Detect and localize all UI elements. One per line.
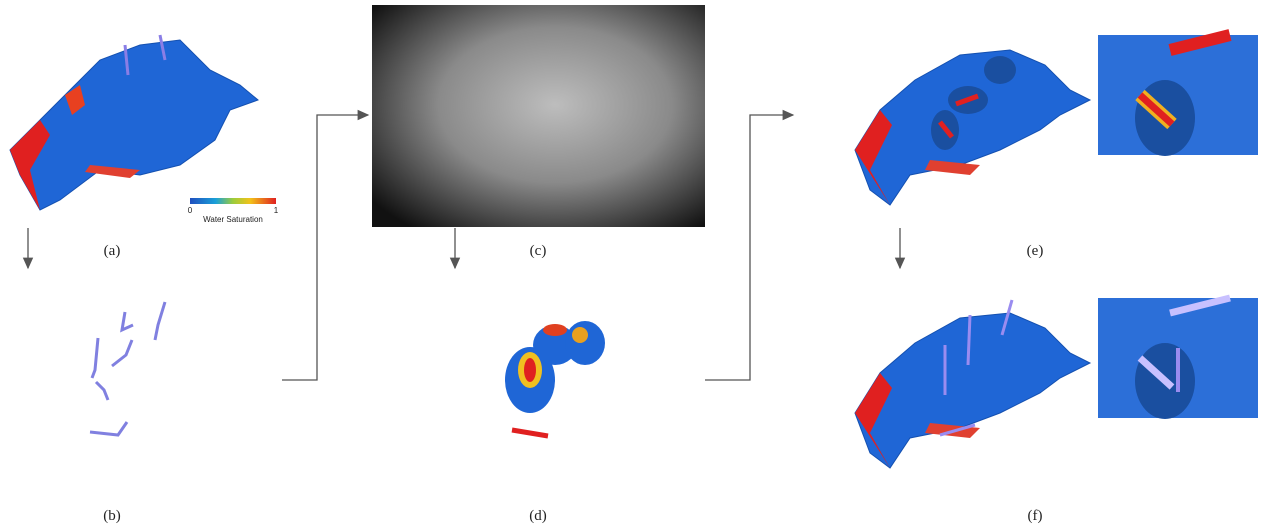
panel-label: (c)	[530, 243, 547, 259]
panel-label: (b)	[103, 508, 121, 524]
reservoir-model	[855, 50, 1090, 205]
arrow	[282, 115, 368, 380]
distance-map	[372, 5, 705, 227]
arrow	[705, 115, 793, 380]
figure: 0 1 Water Saturation (a) (b) (c) (d) (e)…	[0, 0, 1283, 527]
reservoir-model	[10, 40, 258, 210]
panel-label: (f)	[1028, 508, 1043, 524]
well-trajectories	[90, 302, 165, 435]
colorbar-title: Water Saturation	[203, 215, 263, 224]
panel-label: (d)	[529, 508, 547, 524]
reservoir-model	[855, 313, 1090, 468]
well-regions	[505, 321, 605, 436]
colorbar-max: 1	[274, 206, 279, 215]
colorbar	[190, 198, 276, 204]
panel-label: (a)	[104, 243, 121, 259]
panel-label: (e)	[1027, 243, 1044, 259]
colorbar-min: 0	[188, 206, 193, 215]
